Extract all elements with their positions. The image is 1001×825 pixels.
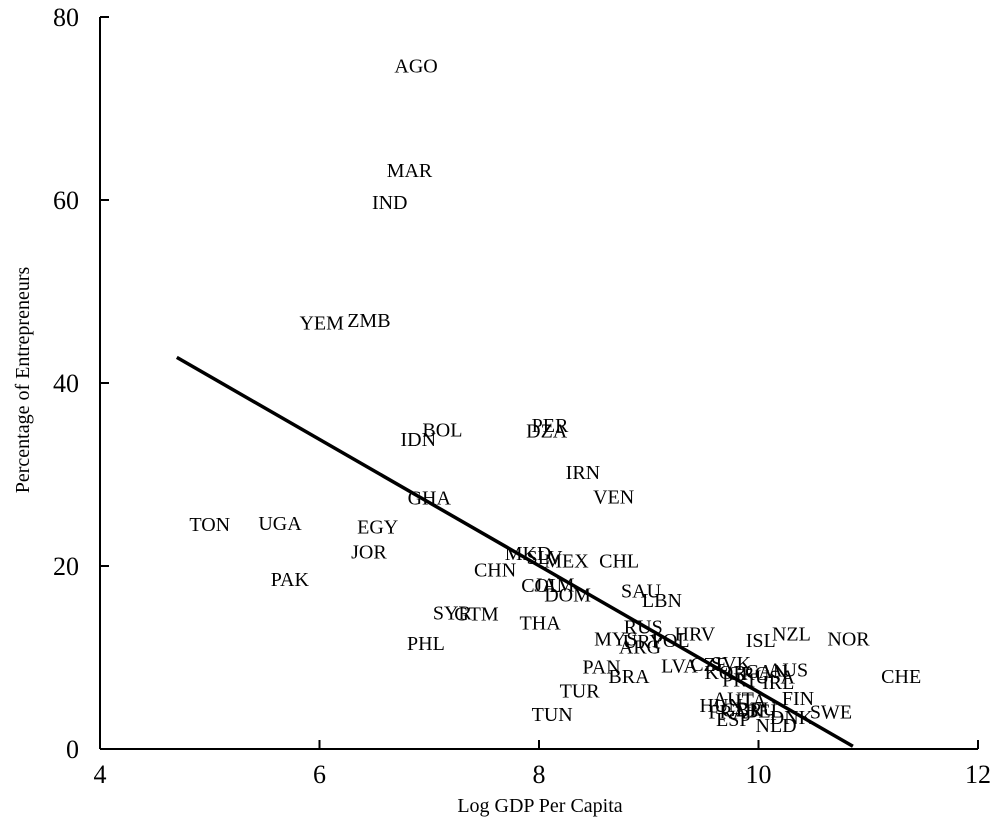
point-label-esp: ESP (716, 709, 750, 731)
point-label-irl: IRL (762, 672, 794, 694)
point-label-aus: AUS (768, 659, 808, 681)
point-label-mar: MAR (387, 160, 433, 182)
point-label-fin: FIN (782, 688, 814, 710)
point-label-svk: SVK (711, 653, 752, 675)
point-label-tun: TUN (532, 704, 573, 726)
y-axis-title: Percentage of Entrepreneurs (12, 267, 34, 494)
y-tick-label: 60 (53, 186, 79, 215)
point-label-pak: PAK (271, 569, 310, 591)
y-tick-label: 80 (53, 3, 79, 32)
point-label-lva: LVA (661, 656, 698, 678)
point-label-ita: ITA (735, 691, 767, 713)
point-label-uga: UGA (258, 513, 302, 535)
point-label-mkd: MKD (505, 543, 552, 565)
x-tick-label: 10 (746, 760, 772, 789)
point-label-kor: KOR (704, 662, 747, 684)
point-label-bra: BRA (608, 666, 650, 688)
point-label-che: CHE (881, 666, 921, 688)
point-label-mys: MYS (594, 628, 637, 650)
point-label-dnk: DNK (770, 707, 814, 729)
point-label-ago: AGO (394, 55, 437, 77)
point-label-jam: JAM (534, 574, 574, 596)
point-label-gtm: GTM (454, 604, 499, 626)
point-label-chl: CHL (599, 551, 639, 573)
point-label-can: CAN (745, 661, 787, 683)
point-label-deu: DEU (736, 699, 778, 721)
point-label-bel: BEL (745, 701, 783, 723)
point-label-nor: NOR (827, 628, 870, 650)
point-label-jor: JOR (351, 541, 387, 563)
point-label-chn: CHN (474, 560, 516, 582)
x-tick-label: 6 (313, 760, 326, 789)
point-label-pan: PAN (582, 657, 620, 679)
fit-line-group (175, 355, 854, 748)
point-label-gha: GHA (408, 487, 452, 509)
point-label-rus: RUS (624, 616, 663, 638)
point-label-usa: USA (755, 667, 796, 689)
point-label-tur: TUR (560, 680, 601, 702)
point-label-grc: GRC (727, 663, 768, 685)
point-label-zmb: ZMB (347, 310, 390, 332)
point-label-cze: CZE (690, 654, 728, 676)
point-label-lbn: LBN (642, 590, 682, 612)
point-label-per: PER (532, 415, 569, 437)
x-axis-title: Log GDP Per Capita (457, 795, 622, 817)
y-tick-label: 0 (66, 735, 79, 764)
point-label-egy: EGY (357, 517, 398, 539)
y-tick-label: 20 (53, 552, 79, 581)
x-tick-label: 12 (965, 760, 991, 789)
point-label-irn: IRN (566, 462, 600, 484)
point-label-col: COL (521, 575, 561, 597)
axis-ticks: 4 6 8 10 12 0 20 40 60 80 (53, 3, 991, 789)
point-label-arg: ARG (619, 637, 661, 659)
point-label-ton: TON (189, 514, 230, 536)
point-label-yem: YEM (299, 313, 344, 335)
point-label-fra: FRA (708, 701, 747, 723)
point-label-bol: BOL (422, 420, 462, 442)
point-label-sau: SAU (621, 581, 662, 603)
point-label-dza: DZA (526, 421, 568, 443)
point-label-syr: SYR (433, 603, 473, 625)
x-tick-label: 4 (94, 760, 107, 789)
point-label-nzl: NZL (772, 624, 811, 646)
point-label-dom: DOM (544, 584, 591, 606)
point-label-slv: SLV (527, 547, 564, 569)
point-label-gbr: GBR (721, 700, 763, 722)
x-tick-label: 8 (533, 760, 546, 789)
point-label-hrv: HRV (675, 624, 716, 646)
point-label-ury: URY (623, 631, 664, 653)
point-label-ind: IND (372, 192, 408, 214)
point-label-swe: SWE (810, 701, 852, 723)
point-label-hun: HUN (700, 695, 743, 717)
point-label-tha: THA (520, 613, 562, 635)
point-label-isl: ISL (746, 630, 776, 652)
point-label-ven: VEN (593, 486, 634, 508)
point-label-idn: IDN (401, 429, 437, 451)
fit-line (175, 355, 854, 748)
point-label-pol: POL (652, 630, 690, 652)
point-label-prt: PRT (722, 669, 757, 691)
point-label-nld: NLD (756, 715, 797, 737)
point-label-aut: AUT (713, 689, 754, 711)
point-label-phl: PHL (407, 633, 445, 655)
y-tick-label: 40 (53, 369, 79, 398)
point-label-mex: MEX (544, 551, 589, 573)
